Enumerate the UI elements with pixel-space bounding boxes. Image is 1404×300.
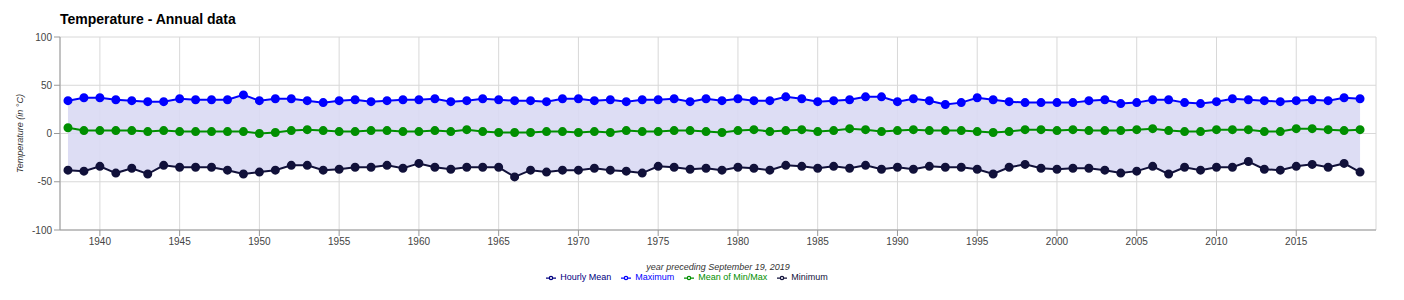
- svg-text:1970: 1970: [567, 236, 590, 247]
- svg-text:1945: 1945: [169, 236, 192, 247]
- svg-text:1980: 1980: [727, 236, 750, 247]
- svg-text:0: 0: [46, 128, 52, 139]
- svg-text:1950: 1950: [248, 236, 271, 247]
- svg-text:50: 50: [41, 80, 53, 91]
- html-text:Temperature - Annual data: Temperature - Annual data: [60, 11, 236, 27]
- svg-text:1940: 1940: [89, 236, 112, 247]
- html-text:Hourly Mean: Hourly Mean: [560, 272, 612, 282]
- svg-text:100: 100: [35, 32, 52, 43]
- html-text:Minimum: Minimum: [791, 272, 828, 282]
- svg-text:2005: 2005: [1126, 236, 1149, 247]
- svg-text:1955: 1955: [328, 236, 351, 247]
- html-text:Mean of Min/Max: Mean of Min/Max: [698, 272, 768, 282]
- svg-text:1990: 1990: [886, 236, 909, 247]
- svg-text:2010: 2010: [1205, 236, 1228, 247]
- svg-text:Temperature (in °C): Temperature (in °C): [15, 94, 25, 173]
- svg-text:year preceding September 19, 2: year preceding September 19, 2019: [645, 262, 790, 272]
- svg-text:1975: 1975: [647, 236, 670, 247]
- svg-text:1960: 1960: [408, 236, 431, 247]
- svg-text:2015: 2015: [1285, 236, 1308, 247]
- svg-text:1965: 1965: [488, 236, 511, 247]
- svg-text:-50: -50: [38, 176, 53, 187]
- svg-text:1985: 1985: [807, 236, 830, 247]
- html-text:Maximum: Maximum: [635, 272, 675, 282]
- svg-text:2000: 2000: [1046, 236, 1069, 247]
- svg-text:-100: -100: [32, 225, 52, 236]
- svg-text:1995: 1995: [966, 236, 989, 247]
